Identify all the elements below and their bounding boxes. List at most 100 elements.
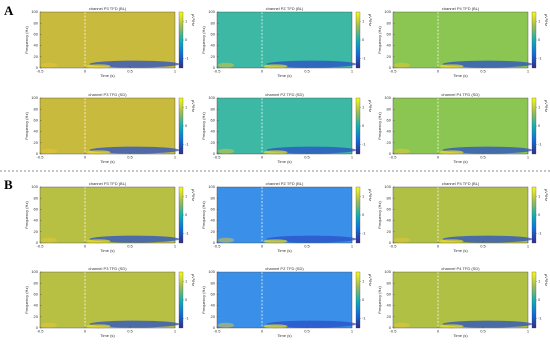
y-tick-label: 0 [213,325,216,330]
x-tick-label: 0.5 [304,69,310,74]
x-tick-label: -0.5 [37,155,45,160]
heatmap-feature [442,235,533,243]
plot-frame [216,186,353,244]
y-axis-label: Frequency (Hz) [377,286,382,314]
colorbar-label: μV²/Hz [368,189,373,201]
plot-frame [392,11,529,69]
colorbar-tick-label: 0 [538,37,541,42]
plot-frame [39,271,176,329]
y-tick-label: 20 [211,229,216,234]
y-tick-label: 100 [384,95,391,100]
heatmap-field [393,187,528,243]
heatmap-field [217,98,352,154]
colorbar-label: μV²/Hz [191,14,196,26]
y-tick-label: 100 [384,184,391,189]
x-axis-label: Time (s) [277,248,292,253]
y-tick-label: 80 [387,280,392,285]
heatmap-feature [439,324,464,329]
x-tick-label: -0.5 [390,244,398,249]
heatmap-feature [263,150,288,155]
heatmap-field [40,12,175,68]
colorbar [531,271,537,329]
y-tick-label: 20 [211,314,216,319]
x-tick-label: 0.5 [480,69,486,74]
y-tick-label: 0 [36,65,39,70]
x-tick-label: 1 [174,244,177,249]
chart-title: channel P4 TFD (BL) [442,181,480,186]
x-tick-label: 0.5 [127,329,133,334]
y-axis-label: Frequency (Hz) [201,286,206,314]
colorbar [531,11,537,69]
colorbar-tick-label: -1 [185,56,189,61]
x-tick-label: 0.5 [127,155,133,160]
y-tick-label: 60 [211,206,216,211]
y-axis-label: Frequency (Hz) [201,112,206,140]
x-tick-label: 1 [351,155,354,160]
colorbar-label: μV²/Hz [191,189,196,201]
y-axis-label: Frequency (Hz) [377,201,382,229]
y-tick-label: 100 [384,9,391,14]
y-tick-label: 80 [387,20,392,25]
x-tick-label: 0 [261,155,264,160]
x-axis-label: Time (s) [277,73,292,78]
colorbar-tick-label: -1 [538,316,542,321]
plot-frame [39,186,176,244]
x-axis-label: Time (s) [453,333,468,338]
heatmap-feature [41,322,57,328]
y-tick-label: 40 [387,303,392,308]
x-tick-label: 0 [437,244,440,249]
colorbar-tick-label: 1 [362,104,365,109]
heatmap-feature [41,62,57,68]
y-tick-label: 20 [211,54,216,59]
y-tick-label: 60 [211,31,216,36]
y-tick-label: 20 [34,314,39,319]
y-tick-label: 20 [387,140,392,145]
heatmap-feature [89,320,180,328]
colorbar [355,11,361,69]
plot-frame [39,11,176,69]
colorbar [178,11,184,69]
colorbar-tick-label: 0 [185,123,188,128]
plot-frame [216,11,353,69]
x-tick-label: 0 [84,244,87,249]
x-tick-label: -0.5 [390,329,398,334]
heatmap-field [217,272,352,328]
colorbar-tick-label: 0 [362,297,365,302]
heatmap-feature [442,60,533,68]
y-tick-label: 20 [387,229,392,234]
colorbar-tick-label: -1 [538,231,542,236]
x-tick-label: 0 [84,69,87,74]
x-tick-label: 1 [351,244,354,249]
heatmap-feature [86,64,111,69]
y-axis-label: Frequency (Hz) [24,201,29,229]
colorbar [178,186,184,244]
colorbar-label: μV²/Hz [544,189,549,201]
colorbar [531,186,537,244]
heatmap-feature [442,146,533,154]
y-tick-label: 20 [34,229,39,234]
colorbar-tick-label: -1 [362,316,366,321]
plot-frame [392,271,529,329]
heatmap-feature [263,324,288,329]
colorbar [355,97,361,155]
heatmap-feature [439,239,464,244]
colorbar-tick-label: -1 [538,142,542,147]
x-tick-label: -0.5 [37,244,45,249]
colorbar-tick-label: -1 [362,142,366,147]
heatmap-feature [263,239,288,244]
colorbar-tick-label: 0 [362,37,365,42]
heatmap-feature [41,237,57,243]
heatmap-field [40,187,175,243]
y-tick-label: 20 [211,140,216,145]
y-tick-label: 80 [387,106,392,111]
y-tick-label: 40 [34,303,39,308]
y-tick-label: 100 [31,184,38,189]
heatmap-field [217,12,352,68]
plot-frame [216,271,353,329]
colorbar-tick-label: -1 [362,231,366,236]
colorbar [531,97,537,155]
x-tick-label: 0 [437,155,440,160]
y-tick-label: 40 [34,218,39,223]
colorbar-tick-label: 0 [362,212,365,217]
x-tick-label: 1 [527,244,530,249]
